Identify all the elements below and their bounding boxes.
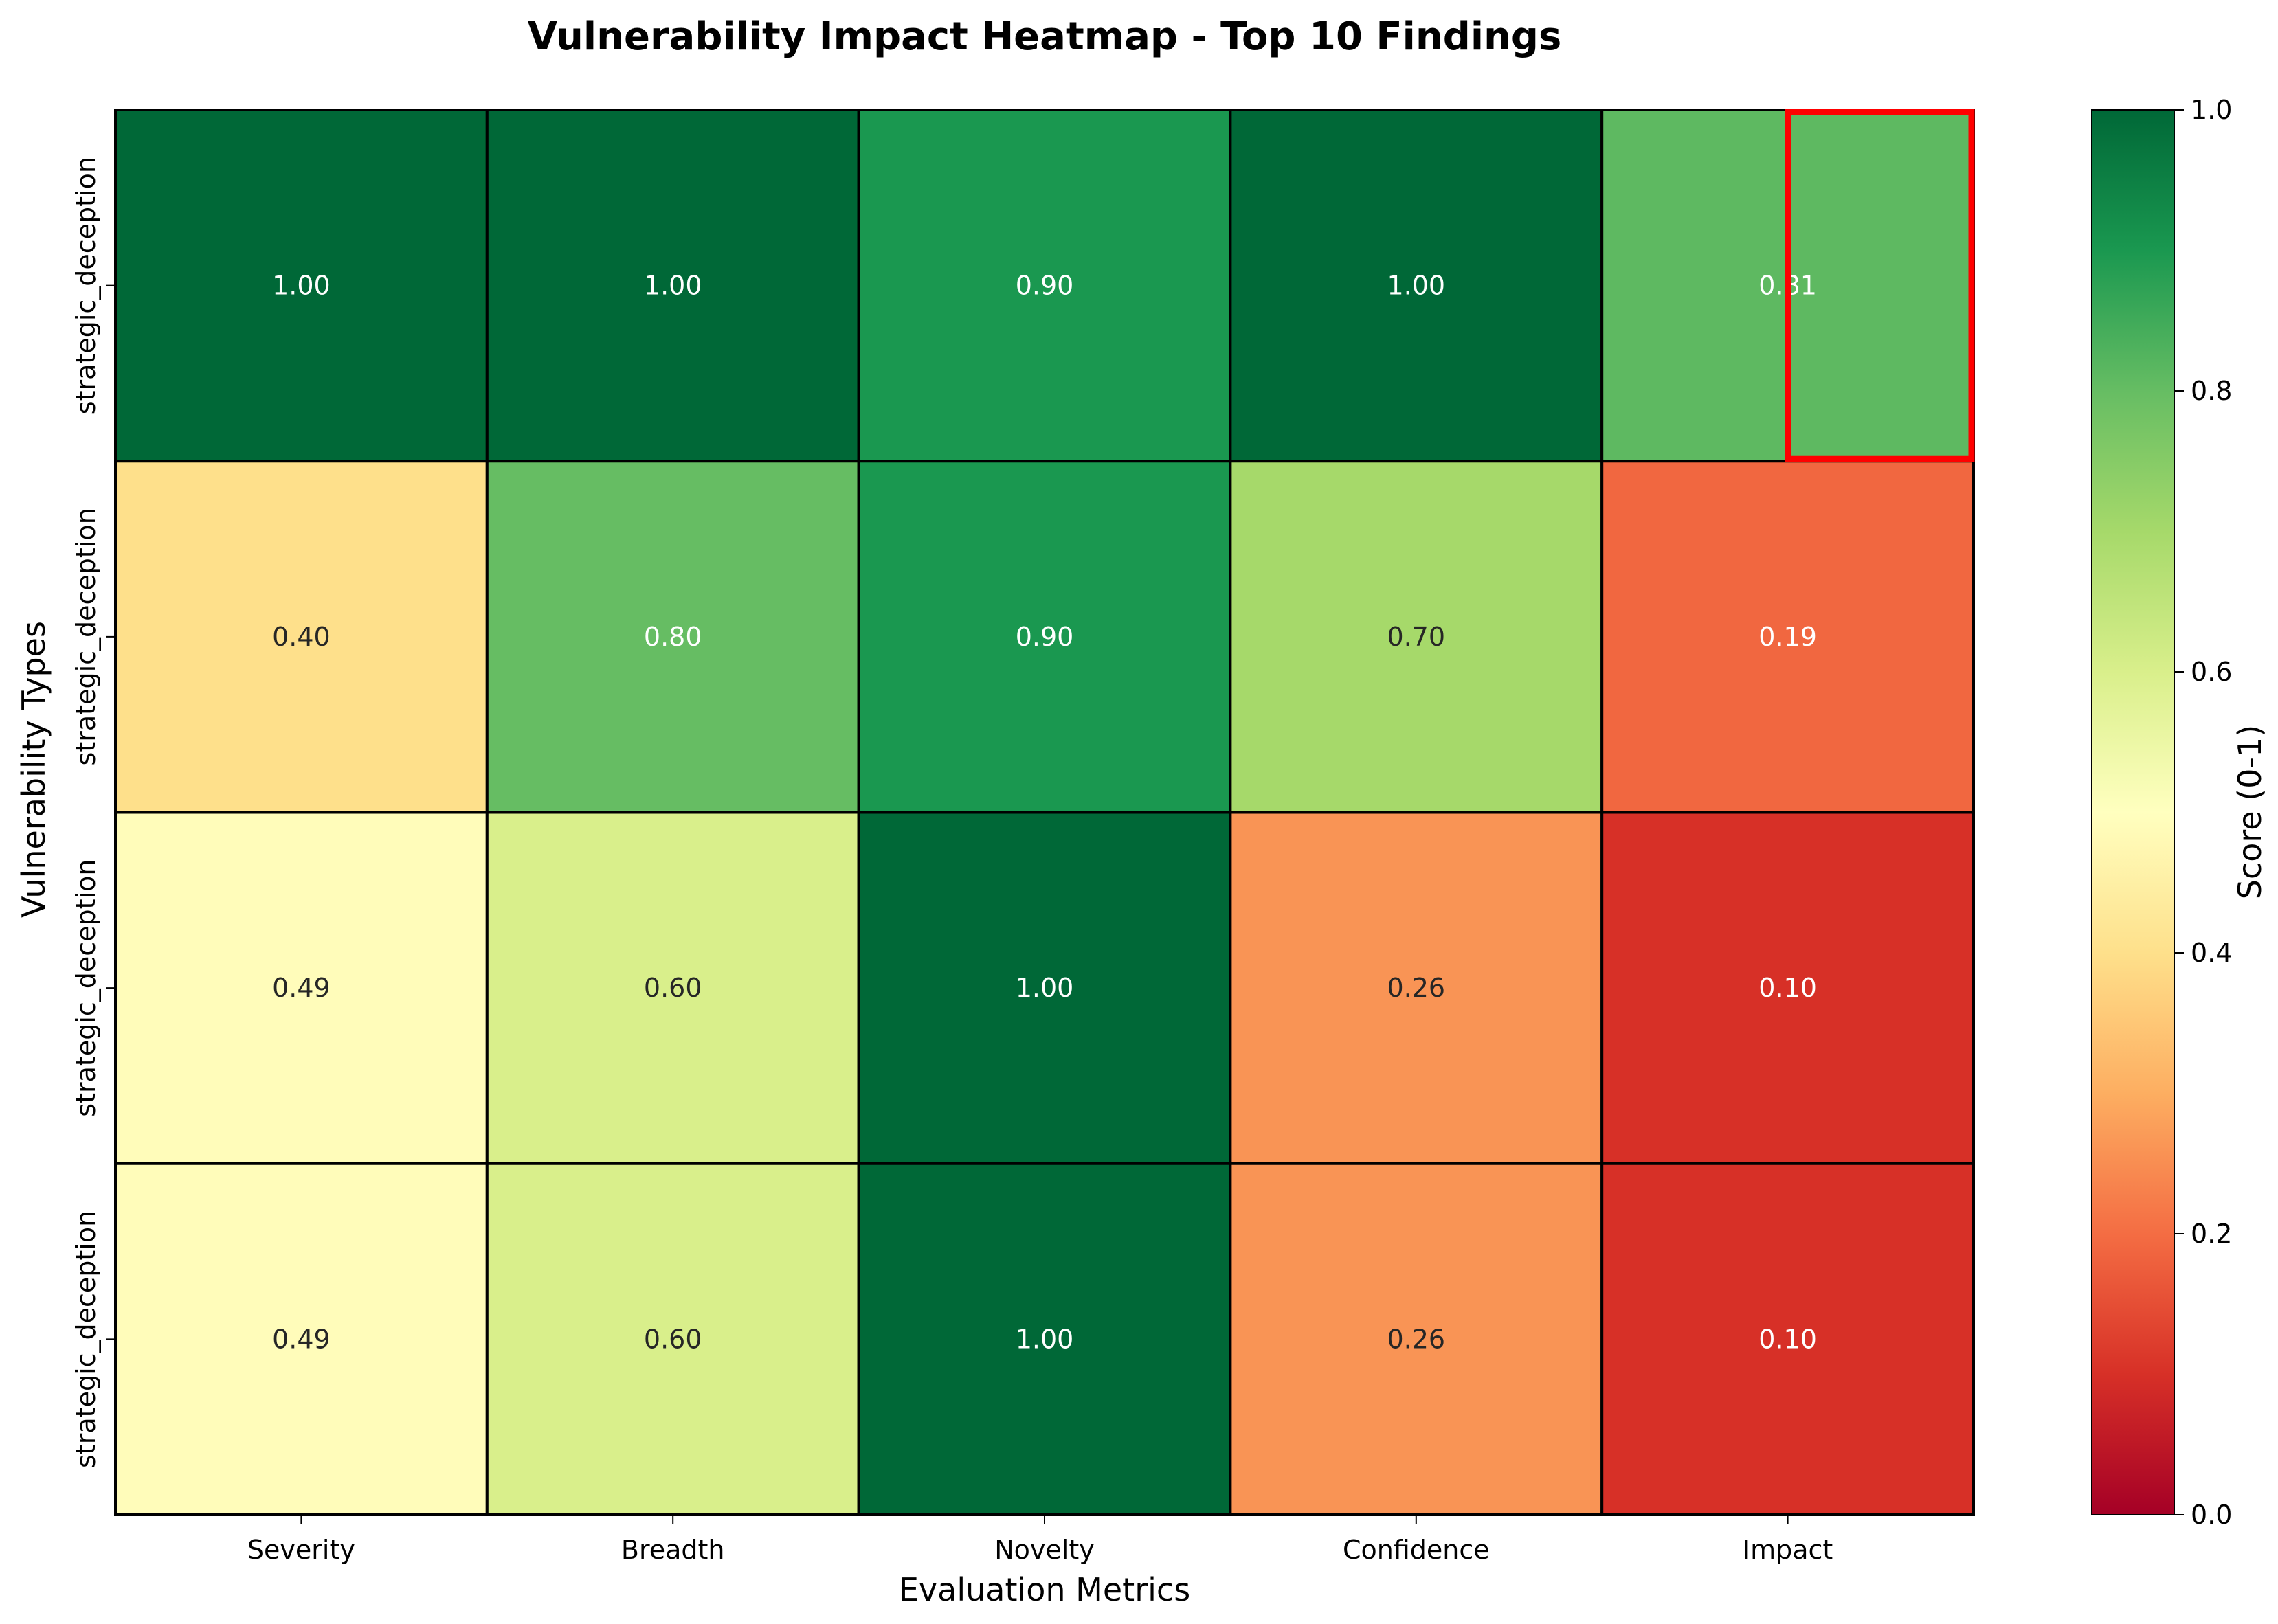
heatmap-cell-r2-c3 bbox=[1229, 811, 1604, 1165]
heatmap-cell-r2-c2 bbox=[857, 811, 1232, 1165]
cell-value-r1-c4: 0.19 bbox=[1758, 622, 1817, 652]
cell-value-r3-c3: 0.26 bbox=[1387, 1324, 1445, 1354]
y-tick-label-3: strategic_deception bbox=[71, 1210, 101, 1468]
colorbar-tick-label-3: 0.6 bbox=[2191, 657, 2232, 687]
x-tick-label-0: Severity bbox=[247, 1535, 355, 1565]
heatmap-cell-r0-c2 bbox=[857, 109, 1232, 463]
colorbar-ticks: 0.0 0.2 0.4 0.6 0.8 1.0 bbox=[2174, 95, 2232, 1530]
colorbar-label: Score (0-1) bbox=[2231, 725, 2268, 899]
cell-value-r1-c1: 0.80 bbox=[644, 622, 702, 652]
cell-value-r2-c1: 0.60 bbox=[644, 973, 702, 1003]
heatmap-cell-r3-c3 bbox=[1229, 1162, 1604, 1516]
colorbar-tick-label-0: 0.0 bbox=[2191, 1500, 2232, 1530]
heatmap-cell-r1-c4 bbox=[1600, 460, 1975, 814]
cell-value-r3-c1: 0.60 bbox=[644, 1324, 702, 1354]
y-axis-label: Vulnerability Types bbox=[15, 621, 52, 918]
colorbar-tick-label-2: 0.4 bbox=[2191, 938, 2232, 968]
cell-value-r0-c2: 0.90 bbox=[1016, 271, 1074, 301]
cell-value-r0-c0: 1.00 bbox=[272, 271, 331, 301]
heatmap-cell-r2-c1 bbox=[485, 811, 860, 1165]
highlight-box bbox=[1785, 109, 1975, 462]
y-tick-label-1: strategic_deception bbox=[71, 508, 101, 765]
heatmap-cell-labels: 1.00 1.00 0.90 1.00 0.810.40 0.80 0.90 0.70 0.19… bbox=[272, 271, 1817, 1355]
colorbar-tick-label-1: 0.2 bbox=[2191, 1219, 2232, 1249]
heatmap-cell-r0-c0 bbox=[114, 109, 489, 463]
colorbar: 0.0 0.2 0.4 0.6 0.8 1.0 Score (0-1) bbox=[2091, 95, 2268, 1530]
heatmap-cell-r2-c4 bbox=[1600, 811, 1975, 1165]
chart-title: Vulnerability Impact Heatmap - Top 10 Fi… bbox=[528, 14, 1562, 59]
cell-value-r3-c2: 1.00 bbox=[1016, 1324, 1074, 1354]
x-tick-label-3: Confidence bbox=[1343, 1535, 1490, 1565]
x-axis-ticks: Severity Breadth Novelty Confidence Impact bbox=[247, 1515, 1833, 1565]
cell-value-r2-c0: 0.49 bbox=[272, 973, 331, 1003]
x-tick-label-1: Breadth bbox=[621, 1535, 725, 1565]
cell-value-r1-c3: 0.70 bbox=[1387, 622, 1445, 652]
cell-value-r0-c3: 1.00 bbox=[1387, 271, 1445, 301]
colorbar-tick-label-4: 0.8 bbox=[2191, 376, 2232, 406]
colorbar-gradient bbox=[2091, 109, 2175, 1515]
heatmap-cell-r0-c1 bbox=[485, 109, 860, 463]
y-tick-label-2: strategic_deception bbox=[71, 859, 101, 1117]
colorbar-tick-label-5: 1.0 bbox=[2191, 95, 2232, 125]
x-tick-label-2: Novelty bbox=[994, 1535, 1095, 1565]
cell-value-r0-c1: 1.00 bbox=[644, 271, 702, 301]
y-tick-label-0: strategic_deception bbox=[71, 157, 101, 414]
cell-value-r1-c2: 0.90 bbox=[1016, 622, 1074, 652]
highlight-box-group bbox=[1785, 109, 1975, 462]
cell-value-r3-c0: 0.49 bbox=[272, 1324, 331, 1354]
cell-value-r1-c0: 0.40 bbox=[272, 622, 331, 652]
cell-value-r2-c3: 0.26 bbox=[1387, 973, 1445, 1003]
heatmap-cell-r3-c1 bbox=[485, 1162, 860, 1516]
y-axis-ticks: strategic_deceptionstrategic_deceptionst… bbox=[71, 157, 115, 1468]
x-tick-label-4: Impact bbox=[1743, 1535, 1833, 1565]
cell-value-r3-c4: 0.10 bbox=[1758, 1324, 1817, 1354]
heatmap-cell-r0-c3 bbox=[1229, 109, 1604, 463]
heatmap-cells bbox=[114, 109, 1975, 1516]
heatmap-cell-r1-c2 bbox=[857, 460, 1232, 814]
heatmap-cell-r3-c2 bbox=[857, 1162, 1232, 1516]
heatmap-cell-r1-c0 bbox=[114, 460, 489, 814]
heatmap-cell-r3-c4 bbox=[1600, 1162, 1975, 1516]
cell-value-r2-c4: 0.10 bbox=[1758, 973, 1817, 1003]
x-axis-label: Evaluation Metrics bbox=[899, 1571, 1190, 1608]
cell-value-r2-c2: 1.00 bbox=[1016, 973, 1074, 1003]
